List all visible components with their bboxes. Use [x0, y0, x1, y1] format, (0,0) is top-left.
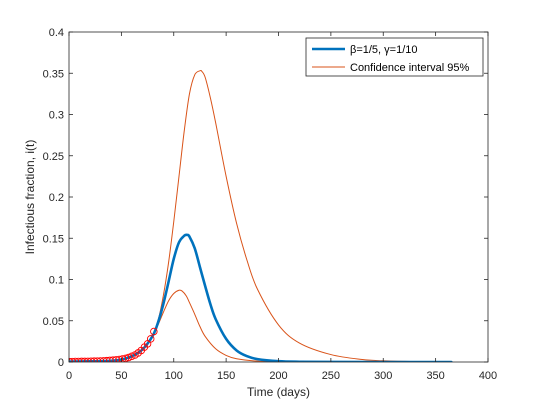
x-tick-label: 50	[115, 370, 127, 382]
y-tick-label: 0.2	[49, 192, 64, 204]
y-axis-label: Infectious fraction, i(t)	[23, 140, 37, 255]
series-main-line	[69, 233, 453, 362]
x-tick-label: 200	[269, 370, 287, 382]
legend: β=1/5, γ=1/10 Confidence interval 95%	[305, 37, 484, 77]
x-tick-label: 400	[479, 370, 497, 382]
y-tick-label: 0.15	[43, 233, 64, 245]
y-tick-label: 0.3	[49, 110, 64, 122]
x-tick-label: 150	[217, 370, 235, 382]
legend-box	[305, 37, 484, 77]
y-tick-label: 0.4	[49, 27, 64, 39]
y-tick-label: 0	[58, 357, 64, 369]
data-marker	[150, 327, 158, 336]
x-tick-label: 300	[374, 370, 392, 382]
x-tick-label: 350	[426, 370, 444, 382]
y-tick-label: 0.35	[43, 68, 64, 80]
legend-entry-2-label: Confidence interval 95%	[350, 62, 469, 74]
y-tick-label: 0.25	[43, 151, 64, 163]
x-tick-label: 0	[66, 370, 72, 382]
legend-entry-1-label: β=1/5, γ=1/10	[350, 44, 418, 56]
data-marker	[128, 352, 136, 360]
data-marker	[124, 353, 133, 362]
x-axis-label: Time (days)	[247, 385, 310, 399]
data-marker	[146, 335, 155, 343]
x-tick-label: 250	[322, 370, 340, 382]
y-tick-label: 0.1	[49, 275, 64, 287]
x-tick-label: 100	[165, 370, 183, 382]
y-tick-label: 0.05	[43, 316, 64, 328]
